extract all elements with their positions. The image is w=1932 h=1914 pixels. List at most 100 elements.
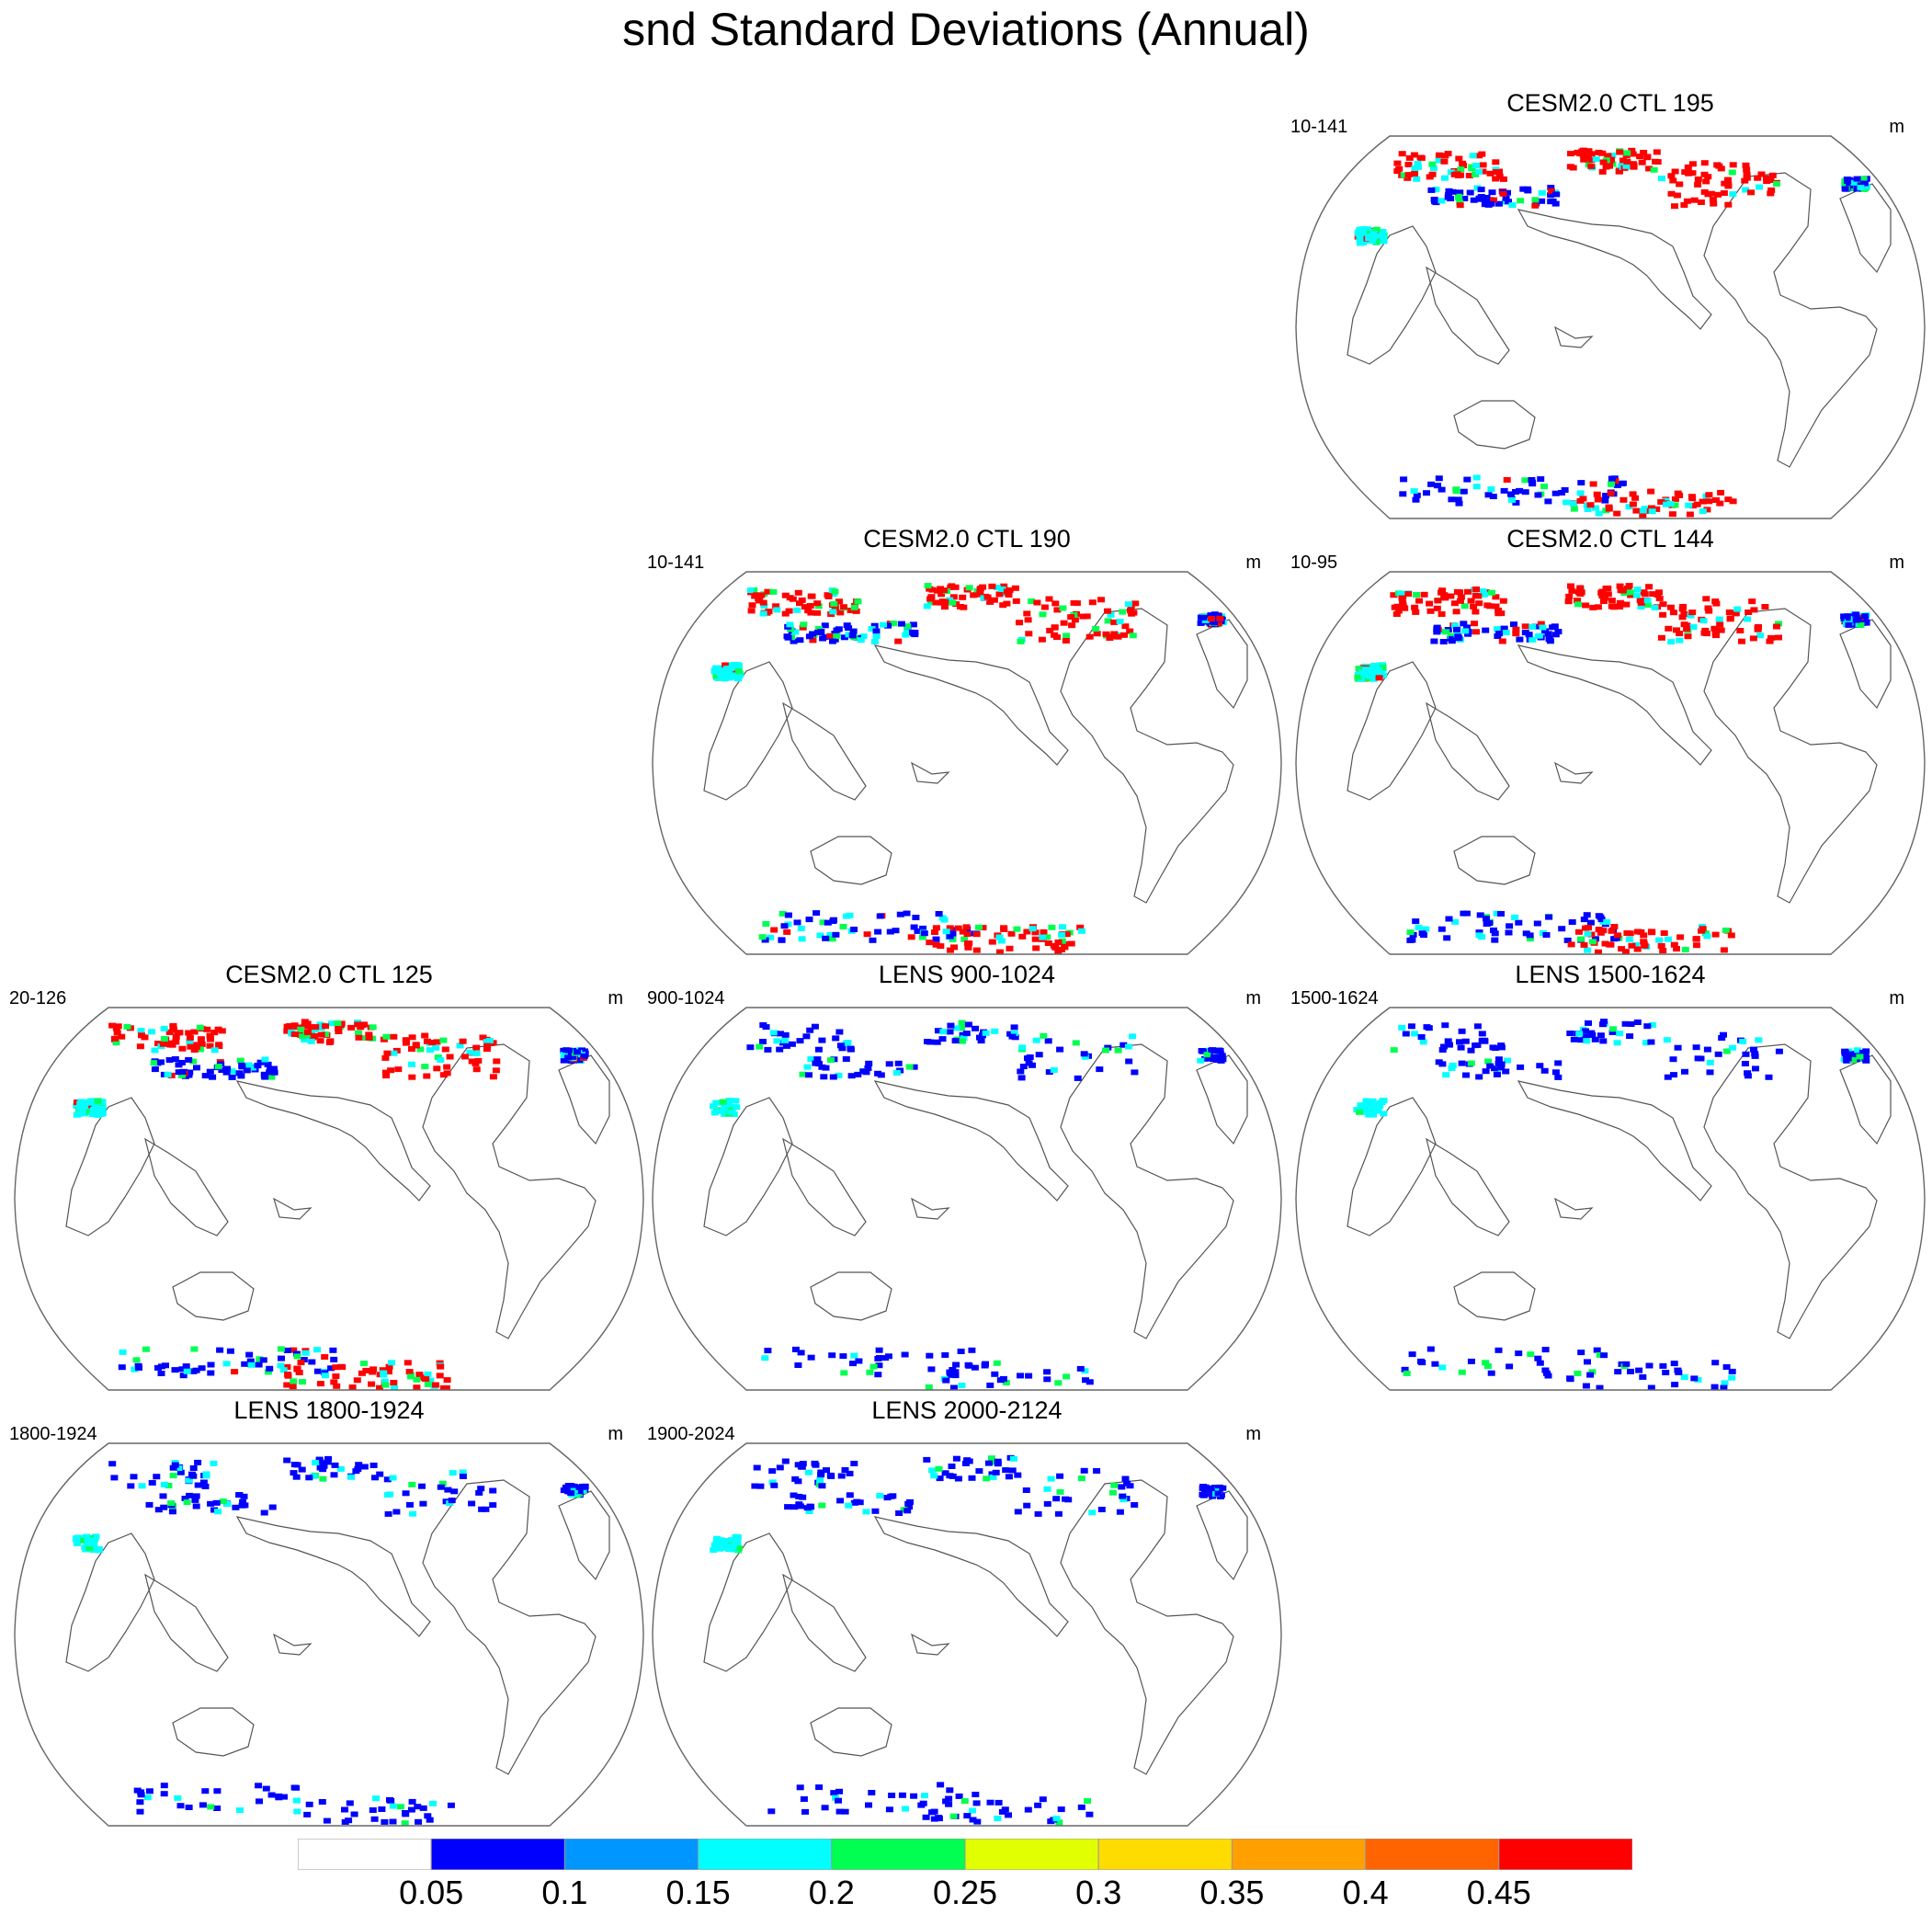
snd-cell: [1676, 637, 1684, 644]
panel-title: LENS 900-1024: [878, 961, 1056, 988]
snd-cell: [751, 1483, 759, 1489]
snd-cell: [262, 1785, 270, 1792]
snd-cell: [1564, 598, 1573, 605]
snd-cell: [769, 588, 778, 595]
snd-cell: [959, 1038, 966, 1044]
snd-cell: [239, 1498, 247, 1505]
snd-cell: [814, 603, 823, 610]
snd-cell: [84, 1537, 92, 1544]
snd-cell: [1414, 161, 1422, 166]
snd-cell: [1476, 912, 1484, 918]
coastline: [273, 1197, 313, 1220]
snd-cell: [1442, 629, 1450, 635]
snd-cell: [846, 1492, 854, 1498]
snd-cell: [560, 1053, 568, 1059]
snd-cell: [1628, 147, 1636, 154]
snd-cell: [1508, 496, 1516, 503]
snd-cell: [880, 621, 887, 628]
snd-cell: [1710, 1384, 1719, 1390]
snd-cell: [1667, 639, 1676, 645]
snd-cell: [384, 1369, 392, 1375]
snd-cell: [1062, 1496, 1069, 1502]
snd-cell: [1460, 196, 1469, 201]
snd-cell: [828, 1352, 836, 1359]
snd-cell: [1703, 507, 1711, 513]
snd-cell: [391, 1384, 399, 1390]
snd-cell: [1841, 186, 1849, 192]
snd-cell: [1683, 626, 1691, 632]
snd-cell: [1580, 941, 1588, 948]
snd-cell: [963, 1813, 972, 1819]
snd-cell: [1589, 481, 1597, 487]
snd-cell: [1472, 592, 1480, 598]
snd-cell: [407, 1373, 415, 1380]
snd-cell: [884, 622, 892, 629]
snd-cell: [165, 1057, 174, 1063]
snd-cell: [995, 949, 1004, 954]
snd-cell: [1632, 592, 1641, 598]
snd-cell: [817, 1472, 825, 1478]
snd-cell: [938, 591, 946, 598]
snd-cell: [397, 1804, 404, 1810]
snd-cell: [381, 1818, 389, 1825]
snd-cell: [1404, 591, 1413, 598]
snd-cell: [160, 1025, 168, 1031]
snd-cell: [290, 1347, 298, 1353]
snd-cell: [292, 1474, 301, 1480]
snd-cell: [1744, 616, 1752, 622]
snd-cell: [424, 1813, 432, 1819]
snd-cell: [376, 1471, 384, 1477]
coastline: [1703, 1043, 1878, 1339]
snd-cell: [854, 1071, 862, 1077]
snd-cell: [1457, 594, 1465, 600]
snd-cell: [1116, 619, 1124, 625]
snd-cell: [1362, 1098, 1370, 1104]
snd-cell: [1505, 929, 1513, 936]
snd-cell: [381, 1069, 390, 1076]
snd-cell: [883, 1495, 892, 1501]
panel-range-label: 10-141: [1290, 117, 1348, 137]
snd-cell: [788, 1041, 796, 1047]
snd-cell: [1849, 1057, 1858, 1064]
snd-cell: [1499, 598, 1507, 604]
snd-cell: [832, 931, 840, 938]
snd-cell: [1494, 633, 1502, 639]
snd-cell: [1853, 176, 1861, 182]
snd-cell: [1718, 1035, 1726, 1041]
snd-cell: [802, 1033, 811, 1040]
snd-cell: [869, 937, 877, 943]
colorbar-tick-label: 0.05: [399, 1874, 464, 1911]
snd-cell: [1438, 1061, 1447, 1067]
snd-cell: [1370, 234, 1379, 240]
snd-cell: [429, 1800, 437, 1806]
snd-cell: [321, 1354, 329, 1360]
snd-cell: [835, 1797, 842, 1804]
snd-cell: [426, 1377, 435, 1384]
snd-cell: [1704, 605, 1712, 611]
snd-cell: [1405, 154, 1414, 161]
snd-cell: [1438, 611, 1446, 617]
snd-cell: [264, 1369, 272, 1375]
snd-cell: [1724, 496, 1733, 503]
snd-cell: [338, 1364, 347, 1371]
snd-cell: [318, 1799, 326, 1805]
snd-cell: [859, 633, 868, 640]
snd-cell: [791, 629, 800, 635]
snd-cell: [1631, 495, 1639, 501]
snd-cell: [1023, 1502, 1031, 1509]
snd-cell: [267, 1065, 275, 1072]
snd-cell: [85, 1544, 94, 1551]
snd-cell: [789, 596, 797, 602]
map-boundary: [14, 1007, 644, 1391]
snd-cell: [1738, 638, 1745, 644]
snd-cell: [1668, 511, 1676, 518]
snd-cell: [951, 584, 960, 590]
snd-cell: [1859, 1049, 1867, 1055]
snd-cell: [1470, 603, 1477, 610]
snd-cell: [1131, 1502, 1139, 1508]
snd-cell: [1547, 185, 1555, 190]
snd-cell: [994, 1799, 1003, 1806]
snd-cell: [1688, 170, 1697, 177]
snd-cell: [748, 602, 756, 609]
snd-cell: [1458, 1369, 1466, 1375]
